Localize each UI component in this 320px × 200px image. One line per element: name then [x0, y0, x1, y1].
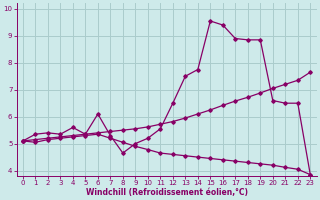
X-axis label: Windchill (Refroidissement éolien,°C): Windchill (Refroidissement éolien,°C) [85, 188, 248, 197]
